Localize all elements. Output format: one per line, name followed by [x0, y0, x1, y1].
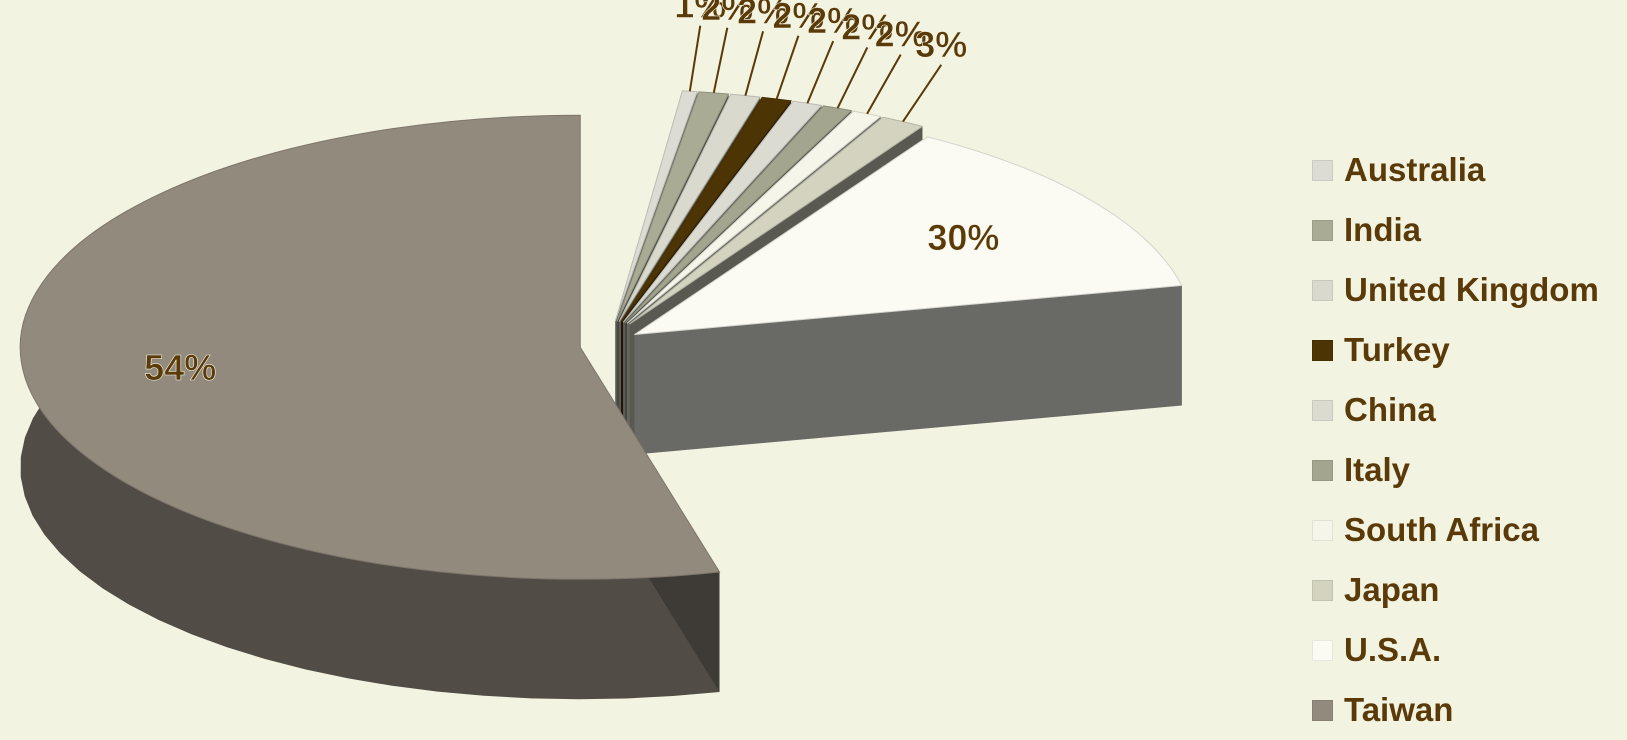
data-label-japan: 3% — [915, 24, 967, 65]
legend-swatch-turkey — [1312, 339, 1333, 361]
slice-turkey — [620, 96, 792, 323]
leader-lines — [688, 25, 943, 123]
legend-swatch-united-kingdom — [1312, 279, 1333, 301]
legend-swatch-u-s-a — [1312, 639, 1333, 661]
legend-swatch-south-africa — [1312, 519, 1333, 541]
leader-line-india — [712, 27, 729, 94]
leader-line-turkey — [775, 35, 800, 100]
legend-label-south-africa: South Africa — [1344, 511, 1539, 548]
data-label-south-africa: 2% — [875, 14, 927, 55]
legend-label-turkey: Turkey — [1344, 331, 1450, 368]
legend-item-china: China — [1312, 380, 1599, 440]
legend-item-south-africa: South Africa — [1312, 500, 1599, 560]
slice-taiwan — [19, 114, 721, 580]
slice-u-s-a — [634, 136, 1183, 336]
legend-swatch-australia — [1312, 159, 1333, 181]
legend-swatch-italy — [1312, 459, 1333, 481]
legend-swatch-japan — [1312, 579, 1333, 601]
legend-label-italy: Italy — [1344, 451, 1411, 488]
chart-legend: Australia India United Kingdom Turkey China I… — [1312, 140, 1599, 740]
data-labels: 54%1%2%2%2%2%2%2%3%30% — [144, 0, 1000, 388]
data-label-india: 2% — [701, 0, 753, 28]
slice-china — [622, 100, 823, 323]
data-label-taiwan: 54% — [144, 347, 216, 388]
slice-wall-u-s-a-1 — [634, 285, 1182, 455]
legend-item-india: India — [1312, 200, 1599, 260]
legend-item-australia: Australia — [1312, 140, 1599, 200]
slice-united-kingdom — [618, 93, 761, 322]
leader-line-australia — [688, 25, 702, 92]
legend-label-u-s-a: U.S.A. — [1344, 631, 1442, 668]
data-label-italy: 2% — [841, 6, 893, 47]
pie-chart: 54% 1% 2% 2% 2% 2% 2% 2% 3% 30% Australia India Uni… — [19, 0, 1599, 728]
leader-line-south-africa — [866, 54, 902, 115]
legend-swatch-india — [1312, 219, 1333, 241]
legend-swatch-china — [1312, 399, 1333, 421]
data-label-united-kingdom: 2% — [737, 0, 789, 31]
legend-swatch-taiwan — [1312, 699, 1333, 721]
leader-line-japan — [902, 64, 943, 123]
pie-chart-plot: 54%1%2%2%2%2%2%2%3%30% — [19, 0, 1183, 700]
data-label-turkey: 2% — [772, 0, 824, 36]
data-label-u-s-a: 30% — [927, 217, 999, 258]
legend-label-taiwan: Taiwan — [1344, 691, 1454, 728]
legend-label-united-kingdom: United Kingdom — [1344, 271, 1599, 308]
legend-label-china: China — [1344, 391, 1436, 428]
legend-label-japan: Japan — [1344, 571, 1440, 608]
pie-tops — [19, 90, 1183, 580]
data-label-china: 2% — [807, 0, 859, 41]
legend-item-united-kingdom: United Kingdom — [1312, 260, 1599, 320]
legend-label-australia: Australia — [1344, 151, 1486, 188]
leader-line-china — [806, 40, 835, 104]
leader-line-italy — [836, 46, 869, 109]
legend-item-turkey: Turkey — [1312, 320, 1599, 380]
legend-item-japan: Japan — [1312, 560, 1599, 620]
legend-label-india: India — [1344, 211, 1422, 248]
legend-item-u-s-a: U.S.A. — [1312, 620, 1599, 680]
legend-item-italy: Italy — [1312, 440, 1599, 500]
legend-item-taiwan: Taiwan — [1312, 680, 1599, 740]
data-label-australia: 1% — [674, 0, 726, 26]
slice-australia — [614, 90, 698, 322]
leader-line-united-kingdom — [744, 31, 765, 96]
